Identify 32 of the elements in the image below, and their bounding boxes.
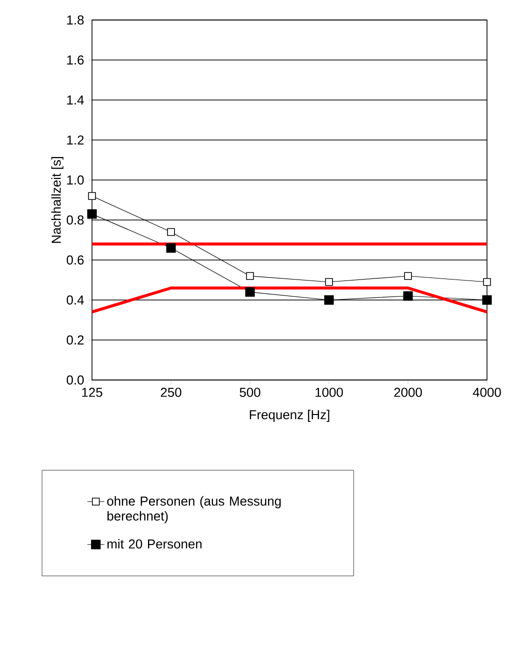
- point: [482, 295, 492, 305]
- point: [246, 272, 254, 280]
- x-axis-title: Frequenz [Hz]: [250, 410, 330, 422]
- point: [88, 192, 96, 200]
- point: [325, 278, 333, 286]
- point: [87, 209, 97, 219]
- point: [245, 287, 255, 297]
- y-tick-label: 1.0: [67, 175, 84, 185]
- x-tick-label: 250: [160, 388, 182, 397]
- y-tick-label: 1.4: [67, 96, 84, 104]
- point: [404, 272, 412, 280]
- y-tick-label: 1.6: [67, 55, 84, 65]
- x-tick-label: 500: [240, 388, 260, 397]
- y-tick-label: 0.2: [66, 335, 84, 345]
- y-tick-label: 0.6: [66, 255, 84, 265]
- y-tick-label: 0.8: [66, 215, 84, 225]
- y-tick-label: 0.4: [66, 295, 84, 305]
- point: [324, 295, 334, 305]
- x-tick-label: 2000: [394, 388, 422, 397]
- x-tick-label: 125: [82, 388, 102, 397]
- point: [483, 278, 491, 286]
- y-tick-label: 0.0: [66, 375, 84, 385]
- legend-label: ohne Personen (aus Messung berechnet): [107, 496, 281, 524]
- point: [166, 243, 176, 253]
- point: [167, 228, 175, 236]
- legend-label: mit 20 Personen: [107, 539, 202, 549]
- y-axis-title: Nachhallzeit [s]: [51, 157, 64, 243]
- x-tick-label: 4000: [472, 388, 501, 397]
- y-tick-label: 1.2: [67, 135, 84, 145]
- y-tick-label: 1.8: [67, 15, 84, 25]
- point: [403, 291, 413, 301]
- x-tick-label: 1000: [316, 388, 343, 397]
